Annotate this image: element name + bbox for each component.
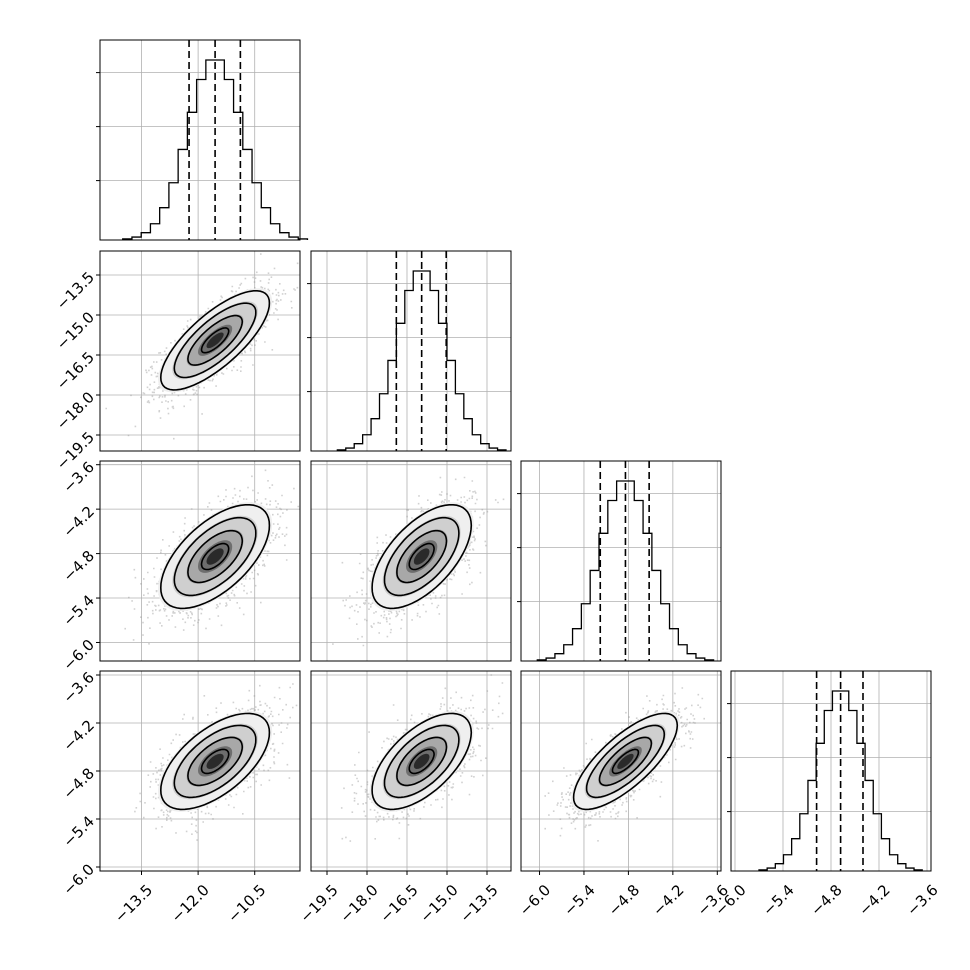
x-tick-label: −4.2 xyxy=(855,881,893,919)
density-level xyxy=(617,753,634,769)
contour-line xyxy=(408,748,435,775)
panel-frame xyxy=(99,39,301,241)
density-level xyxy=(413,548,430,565)
histogram-step xyxy=(536,480,715,661)
x-tick-label: −15.0 xyxy=(417,881,462,926)
x-tick-label: −18.0 xyxy=(337,881,382,926)
density-level xyxy=(206,332,224,349)
x-tick-label: −13.5 xyxy=(457,881,502,926)
histogram-panel xyxy=(307,250,512,452)
x-tick-label: −19.5 xyxy=(297,881,342,926)
density-level xyxy=(206,548,224,565)
y-tick-label: −4.2 xyxy=(60,716,98,754)
contour-line xyxy=(187,736,244,787)
contour-line xyxy=(159,504,271,610)
histogram-step xyxy=(758,690,923,871)
y-tick-label: −6.0 xyxy=(60,636,98,674)
density-level xyxy=(206,753,224,769)
histogram-panel xyxy=(727,670,932,872)
histogram-step xyxy=(336,270,507,451)
y-tick-label: −3.6 xyxy=(60,668,98,706)
histogram-step xyxy=(122,59,309,240)
contour-line xyxy=(200,748,230,775)
density-level xyxy=(413,753,430,769)
contour-line xyxy=(173,516,257,597)
scatter-panel xyxy=(310,460,512,662)
y-tick-label: −5.4 xyxy=(60,812,98,850)
scatter-panel xyxy=(96,460,301,662)
x-tick-label: −6.0 xyxy=(516,881,554,919)
contour-line xyxy=(396,736,448,787)
contour-line xyxy=(383,516,460,597)
contour-line xyxy=(187,529,244,584)
y-tick-label: −13.5 xyxy=(53,268,98,313)
contour-line xyxy=(408,542,435,571)
y-tick-label: −4.2 xyxy=(60,502,98,540)
panel-frame xyxy=(310,250,512,452)
scatter-panel xyxy=(96,670,301,875)
panel-frame xyxy=(730,670,932,872)
contour-line xyxy=(159,712,271,811)
x-tick-label: −4.8 xyxy=(605,881,643,919)
y-tick-label: −4.8 xyxy=(60,547,98,585)
scatter-panel xyxy=(520,670,722,875)
panel-frame xyxy=(310,460,512,662)
contour-line xyxy=(598,736,653,787)
panel-frame xyxy=(520,460,722,662)
histogram-panel xyxy=(96,39,309,241)
y-tick-label: −6.0 xyxy=(60,860,98,898)
x-tick-label: −12.0 xyxy=(168,881,213,926)
scatter-points xyxy=(105,253,299,440)
contour-line xyxy=(173,724,257,799)
x-tick-label: −4.8 xyxy=(807,881,845,919)
x-tick-label: −5.4 xyxy=(560,881,598,919)
y-tick-label: −15.0 xyxy=(53,308,98,353)
contour-line xyxy=(200,327,230,354)
x-tick-label: −3.6 xyxy=(903,881,941,919)
contour-line xyxy=(371,712,473,811)
x-tick-label: −13.5 xyxy=(111,881,156,926)
contour-line xyxy=(159,290,271,391)
y-tick-label: −5.4 xyxy=(60,591,98,629)
panel-frame xyxy=(99,250,301,452)
contour-line xyxy=(572,712,679,811)
scatter-panel xyxy=(310,670,512,875)
scatter-points xyxy=(340,674,504,842)
y-tick-label: −16.5 xyxy=(53,348,98,393)
contour-line xyxy=(173,302,257,379)
y-tick-label: −18.0 xyxy=(53,388,98,433)
x-tick-label: −10.5 xyxy=(224,881,269,926)
scatter-panel xyxy=(96,250,301,452)
y-tick-label: −4.8 xyxy=(60,764,98,802)
panel-frame xyxy=(520,670,722,872)
contour-line xyxy=(585,724,666,799)
contour-line xyxy=(200,542,230,571)
histogram-panel xyxy=(517,460,722,662)
contour-line xyxy=(187,314,244,366)
x-tick-label: −4.2 xyxy=(649,881,687,919)
panel-frame xyxy=(99,670,301,872)
contour-line xyxy=(396,529,448,584)
panel-frame xyxy=(99,460,301,662)
panel-frame xyxy=(310,670,512,872)
contour-line xyxy=(611,748,640,775)
x-tick-label: −5.4 xyxy=(759,881,797,919)
contour-line xyxy=(383,724,460,799)
contour-line xyxy=(371,504,473,610)
x-tick-label: −16.5 xyxy=(377,881,422,926)
